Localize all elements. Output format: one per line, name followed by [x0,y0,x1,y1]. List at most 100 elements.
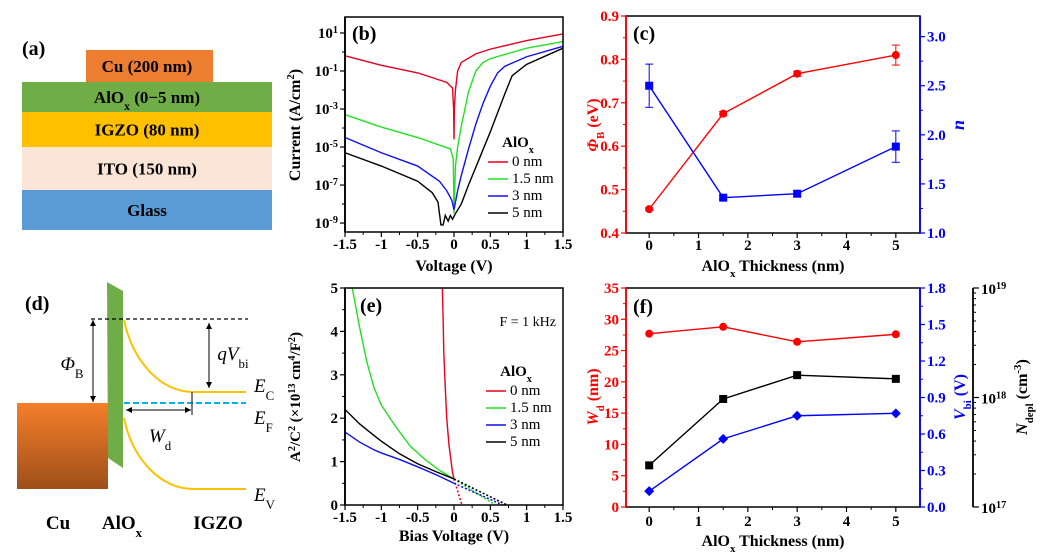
x-axis-title-part: x [730,543,736,555]
y-third-axis-title-part: (cm [1014,373,1031,403]
y-third-tick-label-part: 10 [981,282,996,298]
y-tick-label: 1.2 [927,354,946,370]
legend-entry: 0 nm [510,383,541,399]
y-tick-label: 101 [318,24,338,42]
panel-label-c: (c) [633,23,655,45]
y-tick-label: 5 [612,469,620,485]
y-right-axis-title-part: bi [962,400,974,409]
layer-label-part: AlO [94,88,124,107]
y-right-axis-title-part: n [948,120,968,130]
y-axis-title-part: cm [288,360,304,383]
layer-label-part: Glass [127,201,167,220]
legend-entry: 3 nm [510,417,541,433]
x-axis-title-part: AlO [702,258,730,275]
y-axis-title-part: 2 [287,426,298,431]
y-tick-label: 0.7 [600,96,619,112]
x-axis-title-part: Voltage (V) [415,258,492,275]
x-tick-label: 0.5 [481,510,500,526]
material-label: Cu [46,513,71,534]
qvbi-label-part: qV [217,344,241,365]
series-line-1 [648,412,896,492]
ef-label: EF [253,408,273,435]
series-line-0 [649,326,896,343]
cv-fit-line-0 [453,478,463,506]
x-tick-label: 4 [843,238,851,254]
y-axis-title-part: 2 [287,337,298,342]
x-tick-label: 5 [892,514,900,530]
layer-0 [86,50,213,82]
x-tick-label: -1.5 [333,510,357,526]
y-tick-label-part: 10 [315,216,330,232]
y-third-axis-title-part: -3 [1012,364,1024,374]
legend-entry: 0 nm [512,154,543,170]
iv-curve-2 [344,45,564,210]
ef-label-part: E [253,408,266,429]
y-left-axis-title-part: Φ [585,139,602,152]
y-third-tick-label-part: 19 [996,281,1006,292]
y-tick-label: 10-5 [315,139,339,157]
oxide-barrier [107,282,123,468]
data-point [644,486,655,497]
y-axis-title: A2/C2 (×1013 cm4/F2) [287,332,305,462]
panel-a-device-stack: (a) Cu (200 nm) AlOx (0−5 nm) IGZO (80 nm) I… [22,38,272,230]
x-tick-label: 2 [744,238,752,254]
y-third-tick-label: 1018 [981,390,1006,408]
x-tick-label: -1 [375,510,388,526]
y-tick-label-part: 10 [315,102,330,118]
cv-curve-0 [441,287,455,480]
layer-label-part: x [124,100,130,113]
data-point [891,330,900,339]
metal-cu-block [17,403,108,489]
y-left-axis-title-part: (eV) [585,98,602,131]
y-left-axis-title: Wd (nm) [585,368,607,425]
legend-title-part: x [527,374,533,385]
cv-curve-2 [344,431,455,484]
panel-e-mott-schottky: -1.5 -1 -0.5 0 0.5 1 1.5 0 1 2 3 4 5 (e) F = 1 kHz AlOx… [287,281,573,545]
depletion-width-arrow-head [126,407,132,413]
y-tick-label: 2 [331,411,339,427]
x-tick-label: -0.5 [406,237,430,253]
data-point [719,109,728,118]
y-tick-label: 0.5 [600,183,619,199]
y-tick-label: 10 [604,437,619,453]
iv-curve-3 [344,47,564,226]
y-tick-label: 3.0 [927,30,946,46]
x-axis-title-part: Thickness (nm) [735,533,844,550]
series-line-2 [648,374,896,466]
series-line-1 [648,85,897,199]
cv-fit-line-2 [453,482,504,506]
valence-band [123,417,246,490]
y-left-axis-title-part: d [595,405,607,411]
x-axis-title-part: Thickness (nm) [735,258,844,275]
y-left-axis-title-part: W [585,410,602,426]
y-tick-label-part: -9 [330,215,339,226]
conduction-band [123,319,246,393]
y-tick-label: 25 [604,344,619,360]
x-tick-label: 3 [793,238,801,254]
phi-b-label: ΦB [60,354,83,381]
y-left-axis-title-part: B [595,132,607,139]
y-tick-label: 0.3 [927,464,946,480]
y-axis-title-part: 2 [285,74,297,79]
x-tick-label: 1 [695,238,703,254]
data-point [890,408,901,419]
data-point [793,337,802,346]
phi-b-label-part: B [75,366,84,381]
legend-title: AlOx [502,135,535,156]
y-tick-label: 10-3 [315,101,339,119]
data-point [793,189,802,198]
barrier-height-arrow-head [90,396,96,402]
x-tick-label: 5 [892,238,900,254]
ec-label-part: E [253,376,266,397]
y-tick-label: 35 [604,281,619,297]
panel-f-depletion: 0 1 2 3 4 5 0 5 10 15 20 25 30 35 0.0 0.3 0.6 0.9 1.2 1.5 1.… [585,281,1036,556]
y-axis-title: Current (A/cm2) [285,69,304,181]
cv-fit-line-1 [453,478,496,506]
y-tick-label: 0.6 [927,427,946,443]
iv-curve-1 [344,40,564,214]
panel-c-barrier-ideality: 0 1 2 3 4 5 0.4 0.5 0.6 0.7 0.8 0.9 1.0 1.5 2.0 2.5 3.0 (… [585,9,968,280]
iv-curve-0 [344,33,564,140]
y-tick-label: 3 [331,368,339,384]
data-point [719,394,728,403]
